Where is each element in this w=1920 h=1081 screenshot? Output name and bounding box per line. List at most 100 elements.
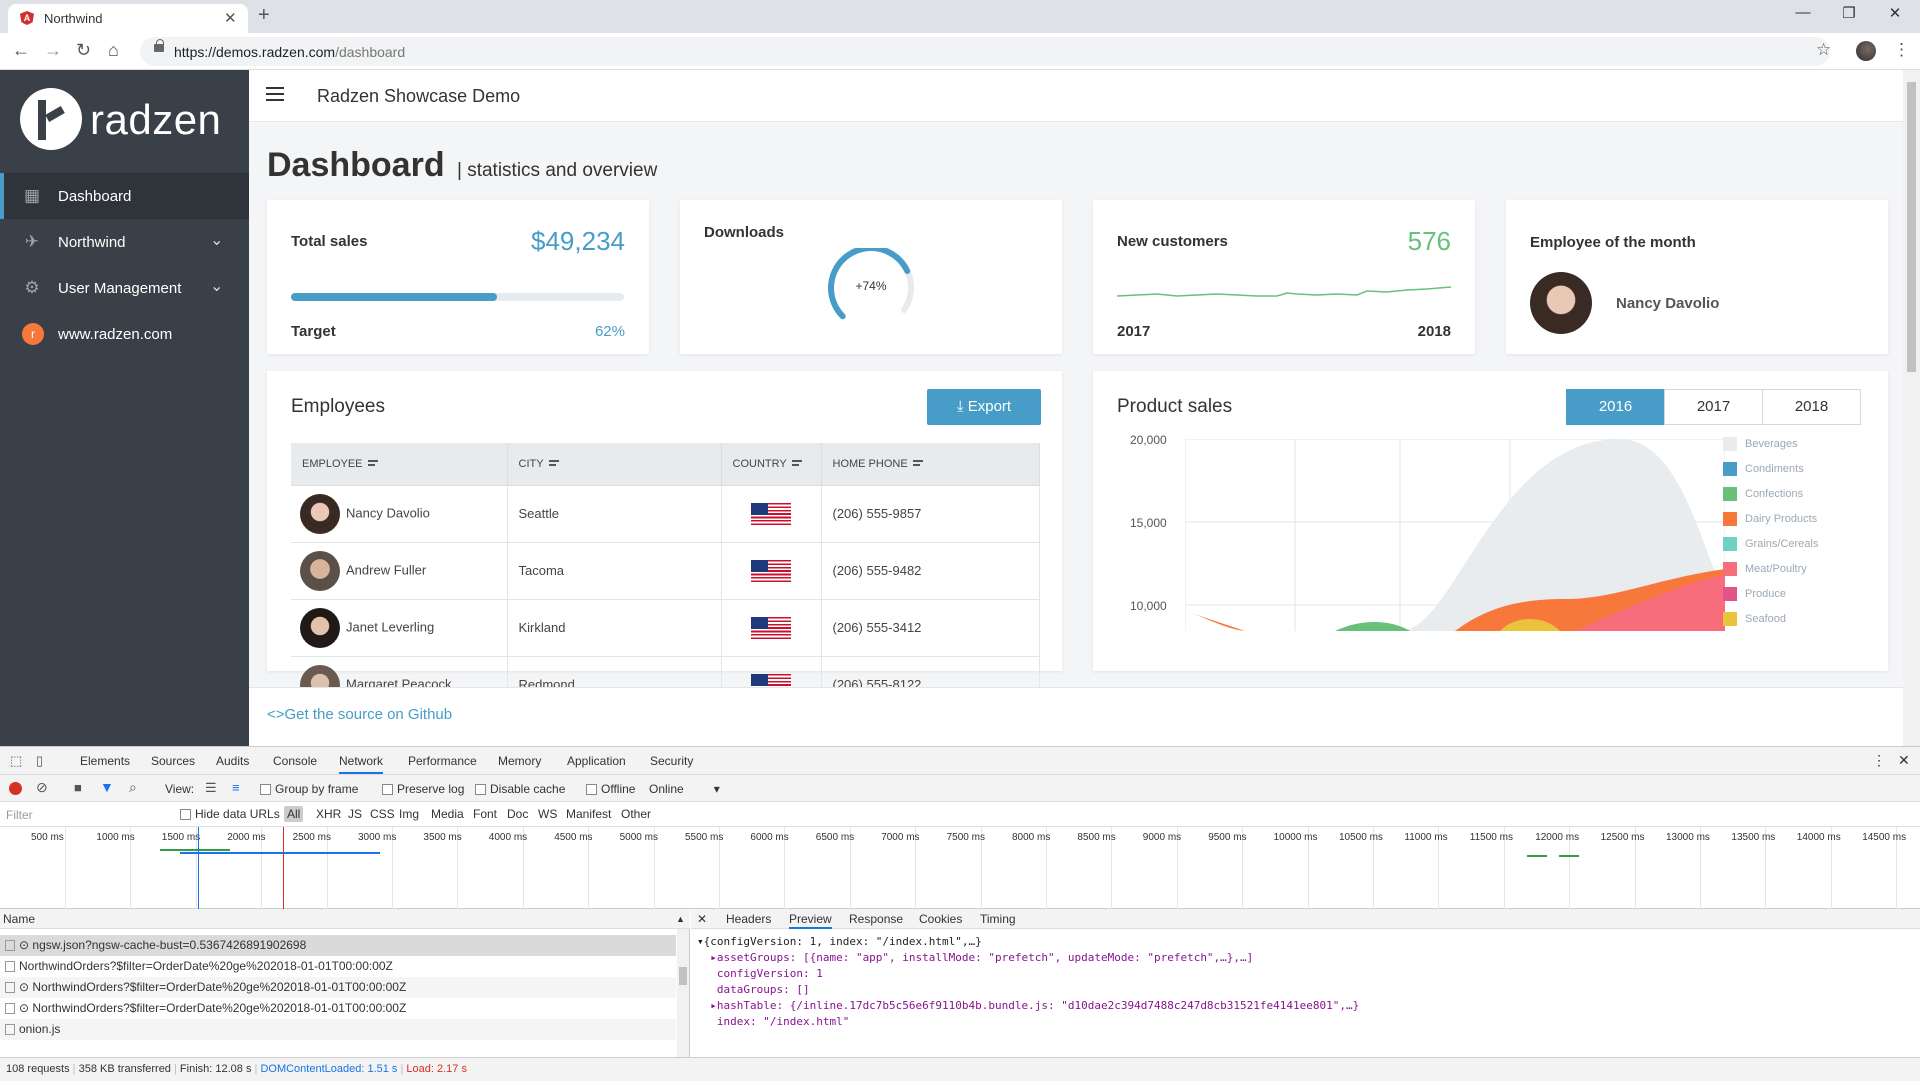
json-line[interactable]: ▸assetGroups: [{name: "app", installMode… (697, 951, 1254, 964)
offline-checkbox[interactable]: Offline (586, 782, 635, 796)
table-row[interactable]: Andrew Fuller Tacoma (206) 555-9482 (291, 542, 1040, 600)
new-tab-icon[interactable]: + (258, 4, 270, 26)
sort-icon[interactable] (791, 459, 802, 468)
scrollbar-thumb[interactable] (679, 967, 687, 985)
preview-tab-headers[interactable]: Headers (726, 912, 772, 926)
large-rows-icon[interactable]: ☰ (205, 780, 217, 795)
filter-type-font[interactable]: Font (473, 807, 498, 821)
sort-icon[interactable] (912, 459, 923, 468)
minimize-icon[interactable]: — (1795, 4, 1811, 21)
record-icon[interactable] (9, 782, 22, 795)
inspect-icon[interactable]: ⬚ (10, 753, 23, 768)
close-tab-icon[interactable]: ✕ (224, 10, 237, 27)
sort-icon[interactable] (548, 459, 559, 468)
legend-item[interactable]: Meat/Poultry (1723, 562, 1807, 576)
forward-icon[interactable]: → (44, 40, 62, 60)
waterfall-icon[interactable]: ≡ (232, 780, 240, 795)
year-2017-button[interactable]: 2017 (1664, 389, 1763, 425)
devtools-tab-console[interactable]: Console (273, 754, 318, 768)
filter-type-img[interactable]: Img (399, 807, 420, 821)
devtools-tab-audits[interactable]: Audits (216, 754, 250, 768)
restore-icon[interactable]: ❐ (1842, 5, 1856, 22)
json-line[interactable]: ▸hashTable: {/inline.17dc7b5c56e6f9110b4… (697, 999, 1360, 1012)
column-header-phone[interactable]: HOME PHONE (821, 443, 1040, 486)
sidebar-item-northwind[interactable]: ✈ Northwind ⌄ (0, 219, 249, 265)
filter-type-media[interactable]: Media (431, 807, 464, 821)
throttling-select[interactable]: Online ▾ (649, 782, 720, 796)
export-button[interactable]: ⤓ Export (927, 389, 1041, 425)
json-line[interactable]: ▾{configVersion: 1, index: "/index.html"… (697, 935, 982, 948)
filter-type-doc[interactable]: Doc (507, 807, 529, 821)
devtools-close-icon[interactable]: ✕ (1898, 752, 1910, 768)
scrollbar-thumb[interactable] (1907, 82, 1916, 372)
preserve-log-checkbox[interactable]: Preserve log (382, 782, 464, 796)
screenshot-icon[interactable]: ■ (74, 780, 82, 795)
home-icon[interactable]: ⌂ (108, 40, 119, 60)
name-column-header[interactable]: Name ▲ (0, 909, 690, 929)
table-row[interactable]: Margaret Peacock Redmond (206) 555-8122 (291, 656, 1040, 689)
preview-tab-preview[interactable]: Preview (789, 912, 832, 929)
preview-tab-response[interactable]: Response (849, 912, 904, 926)
sidebar-item-dashboard[interactable]: ▦ Dashboard (0, 173, 249, 219)
filter-type-xhr[interactable]: XHR (316, 807, 342, 821)
devtools-tab-performance[interactable]: Performance (408, 754, 477, 768)
bookmark-star-icon[interactable]: ☆ (1816, 40, 1832, 59)
legend-item[interactable]: Beverages (1723, 437, 1798, 451)
filter-type-ws[interactable]: WS (538, 807, 558, 821)
request-row[interactable]: ⊙ ngsw.json?ngsw-cache-bust=0.5367426891… (0, 935, 676, 956)
network-timeline[interactable]: 500 ms 1000 ms 1500 ms 2000 ms 2500 ms 3000 m… (0, 827, 1920, 909)
device-toolbar-icon[interactable]: ▯ (36, 753, 44, 768)
request-row[interactable]: NorthwindOrders?$filter=OrderDate%20ge%2… (0, 956, 676, 977)
sort-icon[interactable] (367, 459, 378, 468)
disable-cache-checkbox[interactable]: Disable cache (475, 782, 565, 796)
devtools-tab-elements[interactable]: Elements (80, 754, 131, 768)
devtools-menu-icon[interactable]: ⋮ (1872, 752, 1886, 768)
clear-icon[interactable]: ⊘ (36, 779, 48, 795)
filter-input[interactable]: Filter (6, 808, 33, 822)
legend-item[interactable]: Dairy Products (1723, 512, 1817, 526)
filter-type-js[interactable]: JS (348, 807, 363, 821)
year-2018-button[interactable]: 2018 (1762, 389, 1861, 425)
back-icon[interactable]: ← (12, 40, 30, 60)
request-row[interactable]: ⊙ NorthwindOrders?$filter=OrderDate%20ge… (0, 998, 676, 1019)
profile-avatar[interactable] (1856, 41, 1876, 61)
window-close-icon[interactable]: ✕ (1888, 5, 1902, 22)
column-header-employee[interactable]: EMPLOYEE (291, 443, 508, 486)
request-row[interactable]: onion.js (0, 1019, 676, 1040)
legend-item[interactable]: Confections (1723, 487, 1803, 501)
column-header-city[interactable]: CITY (507, 443, 722, 486)
year-2016-button[interactable]: 2016 (1566, 389, 1665, 425)
address-bar[interactable]: https://demos.radzen.com/dashboard (140, 37, 1830, 66)
devtools-tab-network[interactable]: Network (339, 754, 384, 774)
table-row[interactable]: Nancy Davolio Seattle (206) 555-9857 (291, 485, 1040, 543)
sidebar-item-radzen-site[interactable]: r www.radzen.com (0, 311, 249, 357)
request-list-scrollbar[interactable] (677, 929, 689, 1057)
hide-data-urls-checkbox[interactable]: Hide data URLs (180, 807, 280, 821)
filter-type-css[interactable]: CSS (370, 807, 395, 821)
group-by-frame-checkbox[interactable]: Group by frame (260, 782, 358, 796)
page-scrollbar[interactable] (1903, 70, 1920, 746)
column-header-country[interactable]: COUNTRY (721, 443, 822, 486)
legend-item[interactable]: Grains/Cereals (1723, 537, 1818, 551)
table-row[interactable]: Janet Leverling Kirkland (206) 555-3412 (291, 599, 1040, 657)
filter-type-all[interactable]: All (284, 806, 304, 822)
reload-icon[interactable]: ↻ (76, 40, 92, 60)
legend-item[interactable]: Condiments (1723, 462, 1804, 476)
search-icon[interactable]: ⌕ (129, 779, 137, 795)
chrome-menu-icon[interactable]: ⋮ (1893, 40, 1910, 59)
filter-icon[interactable]: ▼ (100, 779, 114, 795)
legend-item[interactable]: Seafood (1723, 612, 1786, 626)
browser-tab[interactable]: A Northwind ✕ (8, 4, 248, 33)
devtools-tab-sources[interactable]: Sources (151, 754, 196, 768)
request-row[interactable]: ⊙ NorthwindOrders?$filter=OrderDate%20ge… (0, 977, 676, 998)
legend-item[interactable]: Produce (1723, 587, 1786, 601)
close-preview-icon[interactable]: ✕ (697, 912, 708, 926)
preview-tab-cookies[interactable]: Cookies (919, 912, 963, 926)
devtools-tab-application[interactable]: Application (567, 754, 626, 768)
devtools-tab-security[interactable]: Security (650, 754, 694, 768)
devtools-tab-memory[interactable]: Memory (498, 754, 542, 768)
sidebar-item-user-management[interactable]: ⚙ User Management ⌄ (0, 265, 249, 311)
filter-type-other[interactable]: Other (621, 807, 652, 821)
filter-type-manifest[interactable]: Manifest (566, 807, 612, 821)
github-link[interactable]: <>Get the source on Github (267, 706, 453, 723)
